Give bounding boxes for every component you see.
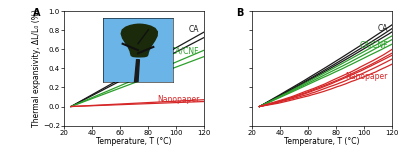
Text: B: B [236,8,243,18]
Text: Nanopaper: Nanopaper [346,72,388,81]
X-axis label: Temperature, T (°C): Temperature, T (°C) [96,137,172,146]
Text: Nanopaper: Nanopaper [157,95,199,104]
X-axis label: Temperature, T (°C): Temperature, T (°C) [284,137,360,146]
Text: CA/CNF: CA/CNF [359,41,388,50]
Text: CA: CA [377,24,388,33]
Y-axis label: Thermal expansivity, ΔL/L₀ (%): Thermal expansivity, ΔL/L₀ (%) [32,9,42,127]
Text: CA: CA [189,25,199,34]
Text: CA/CNF: CA/CNF [171,47,199,56]
Text: A: A [33,8,41,18]
